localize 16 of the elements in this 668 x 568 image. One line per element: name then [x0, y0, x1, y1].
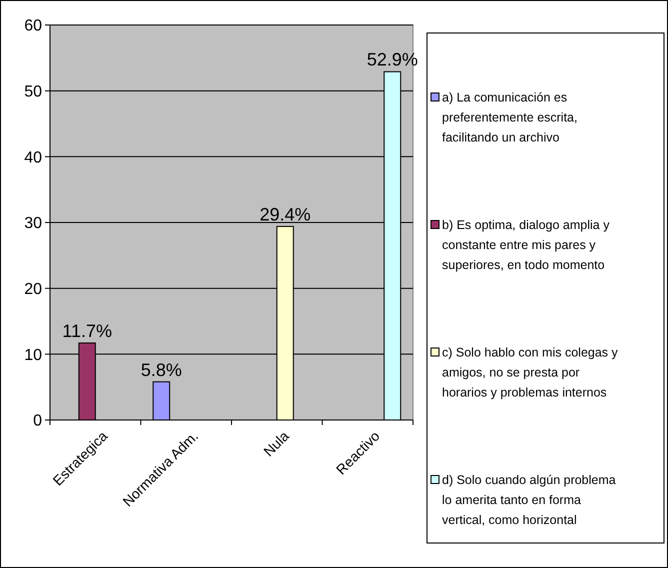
data-label: 11.7% — [62, 320, 112, 341]
data-label: 29.4% — [260, 204, 311, 224]
y-tick-label: 40 — [24, 149, 42, 166]
data-label: 5.8% — [140, 360, 182, 380]
legend-label: c) Solo hablo con mis colegas y amigos, no se presta por horarios y problemas internos — [442, 345, 619, 400]
legend-label: a) La comunicación es preferentemente escrita, facilitando un archivo — [442, 90, 578, 144]
legend-label: d) Solo cuando algún problema lo amerita tanto en forma vertical, como horizontal — [442, 472, 616, 527]
x-tick-label: Nula — [260, 428, 292, 460]
data-label: 52.9% — [366, 50, 418, 70]
y-tick-label: 20 — [24, 280, 42, 298]
y-tick-label: 30 — [24, 215, 42, 232]
legend-label: b) Es optima, dialogo amplia y constante entre mis pares y superiores, en todo momento — [442, 218, 610, 272]
y-tick-label: 10 — [24, 346, 42, 364]
y-tick-label: 60 — [24, 18, 42, 35]
y-tick-label: 50 — [24, 83, 42, 100]
y-tick-label: 0 — [33, 412, 42, 430]
